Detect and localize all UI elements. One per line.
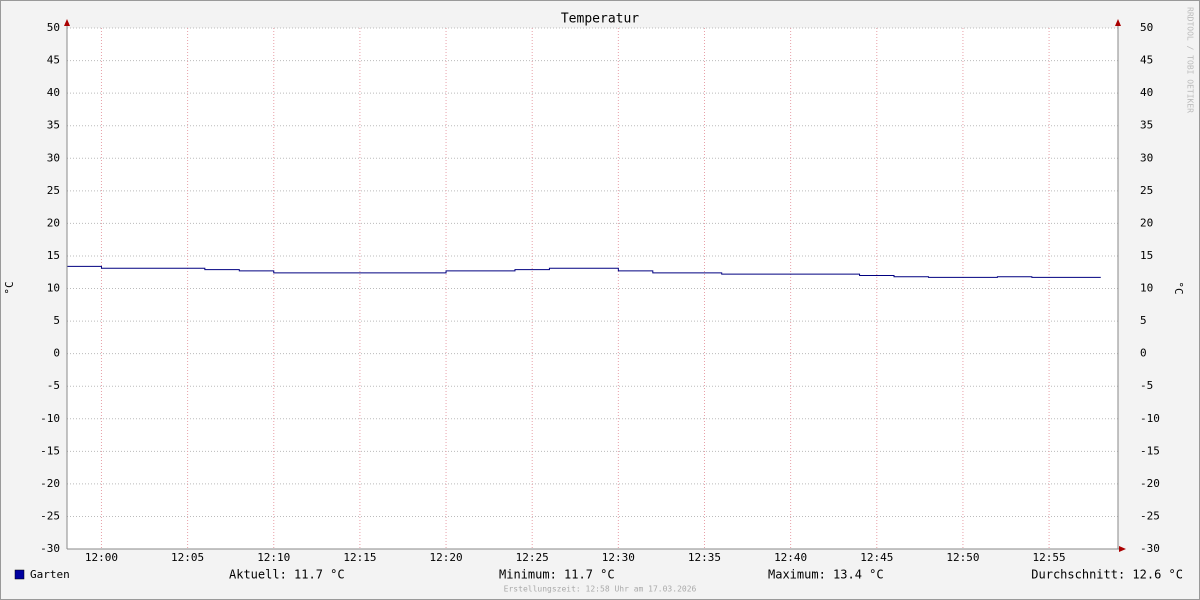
y2-tick-label: 15 — [1140, 249, 1153, 262]
y-tick-label: -5 — [47, 379, 60, 392]
y2-tick-label: 20 — [1140, 216, 1153, 229]
arrow — [1115, 19, 1121, 26]
y-tick-label: 15 — [47, 249, 60, 262]
y-axis-label: °C — [3, 281, 16, 294]
y-tick-label: 45 — [47, 54, 60, 67]
data-line — [67, 265, 1101, 278]
y-tick-label: -10 — [40, 412, 60, 425]
y-tick-label: -25 — [40, 509, 60, 522]
y2-tick-label: -15 — [1140, 444, 1160, 457]
y-tick-label: 20 — [47, 216, 60, 229]
y-tick-label: 40 — [47, 86, 60, 99]
y2-tick-label: 5 — [1140, 314, 1147, 327]
legend-stat: Durchschnitt: 12.6 °C — [1031, 568, 1183, 582]
y2-axis-label: °C — [1172, 281, 1185, 294]
x-tick-label: 12:00 — [85, 551, 118, 564]
y2-tick-label: 50 — [1140, 21, 1153, 34]
legend-stat: Aktuell: 11.7 °C — [229, 568, 345, 582]
y2-tick-label: -25 — [1140, 509, 1160, 522]
y2-tick-label: 30 — [1140, 151, 1153, 164]
legend-label: Garten — [30, 568, 70, 581]
x-tick-label: 12:25 — [516, 551, 549, 564]
y-tick-label: 25 — [47, 184, 60, 197]
y-tick-label: -15 — [40, 444, 60, 457]
chart-title: Temperatur — [561, 12, 639, 27]
y-tick-label: 10 — [47, 282, 60, 295]
x-tick-label: 12:35 — [688, 551, 721, 564]
y2-tick-label: -5 — [1140, 379, 1153, 392]
y2-tick-label: 25 — [1140, 184, 1153, 197]
y2-tick-label: 0 — [1140, 347, 1147, 360]
y-tick-label: 30 — [47, 151, 60, 164]
legend-stat: Maximum: 13.4 °C — [768, 568, 884, 582]
y2-tick-label: 35 — [1140, 119, 1153, 132]
legend-stat: Minimum: 11.7 °C — [499, 568, 615, 582]
x-tick-label: 12:50 — [946, 551, 979, 564]
legend-swatch — [14, 569, 25, 580]
y-tick-label: 5 — [53, 314, 60, 327]
y2-tick-label: -30 — [1140, 542, 1160, 555]
y-tick-label: 35 — [47, 119, 60, 132]
x-tick-label: 12:20 — [429, 551, 462, 564]
x-tick-label: 12:55 — [1033, 551, 1066, 564]
y2-tick-label: 45 — [1140, 54, 1153, 67]
x-tick-label: 12:10 — [257, 551, 290, 564]
y2-tick-label: 10 — [1140, 282, 1153, 295]
x-tick-label: 12:30 — [602, 551, 635, 564]
watermark: RRDTOOL / TOBI OETIKER — [1186, 7, 1195, 113]
footer: Erstellungszeit: 12:58 Uhr am 17.03.2026 — [504, 585, 697, 594]
arrow — [1119, 546, 1126, 552]
y2-tick-label: -20 — [1140, 477, 1160, 490]
y-tick-label: 50 — [47, 21, 60, 34]
x-tick-label: 12:05 — [171, 551, 204, 564]
y-tick-label: 0 — [53, 347, 60, 360]
x-tick-label: 12:40 — [774, 551, 807, 564]
y2-tick-label: -10 — [1140, 412, 1160, 425]
x-tick-label: 12:15 — [343, 551, 376, 564]
y-tick-label: -20 — [40, 477, 60, 490]
y-tick-label: -30 — [40, 542, 60, 555]
arrow — [64, 19, 70, 26]
y2-tick-label: 40 — [1140, 86, 1153, 99]
x-tick-label: 12:45 — [860, 551, 893, 564]
